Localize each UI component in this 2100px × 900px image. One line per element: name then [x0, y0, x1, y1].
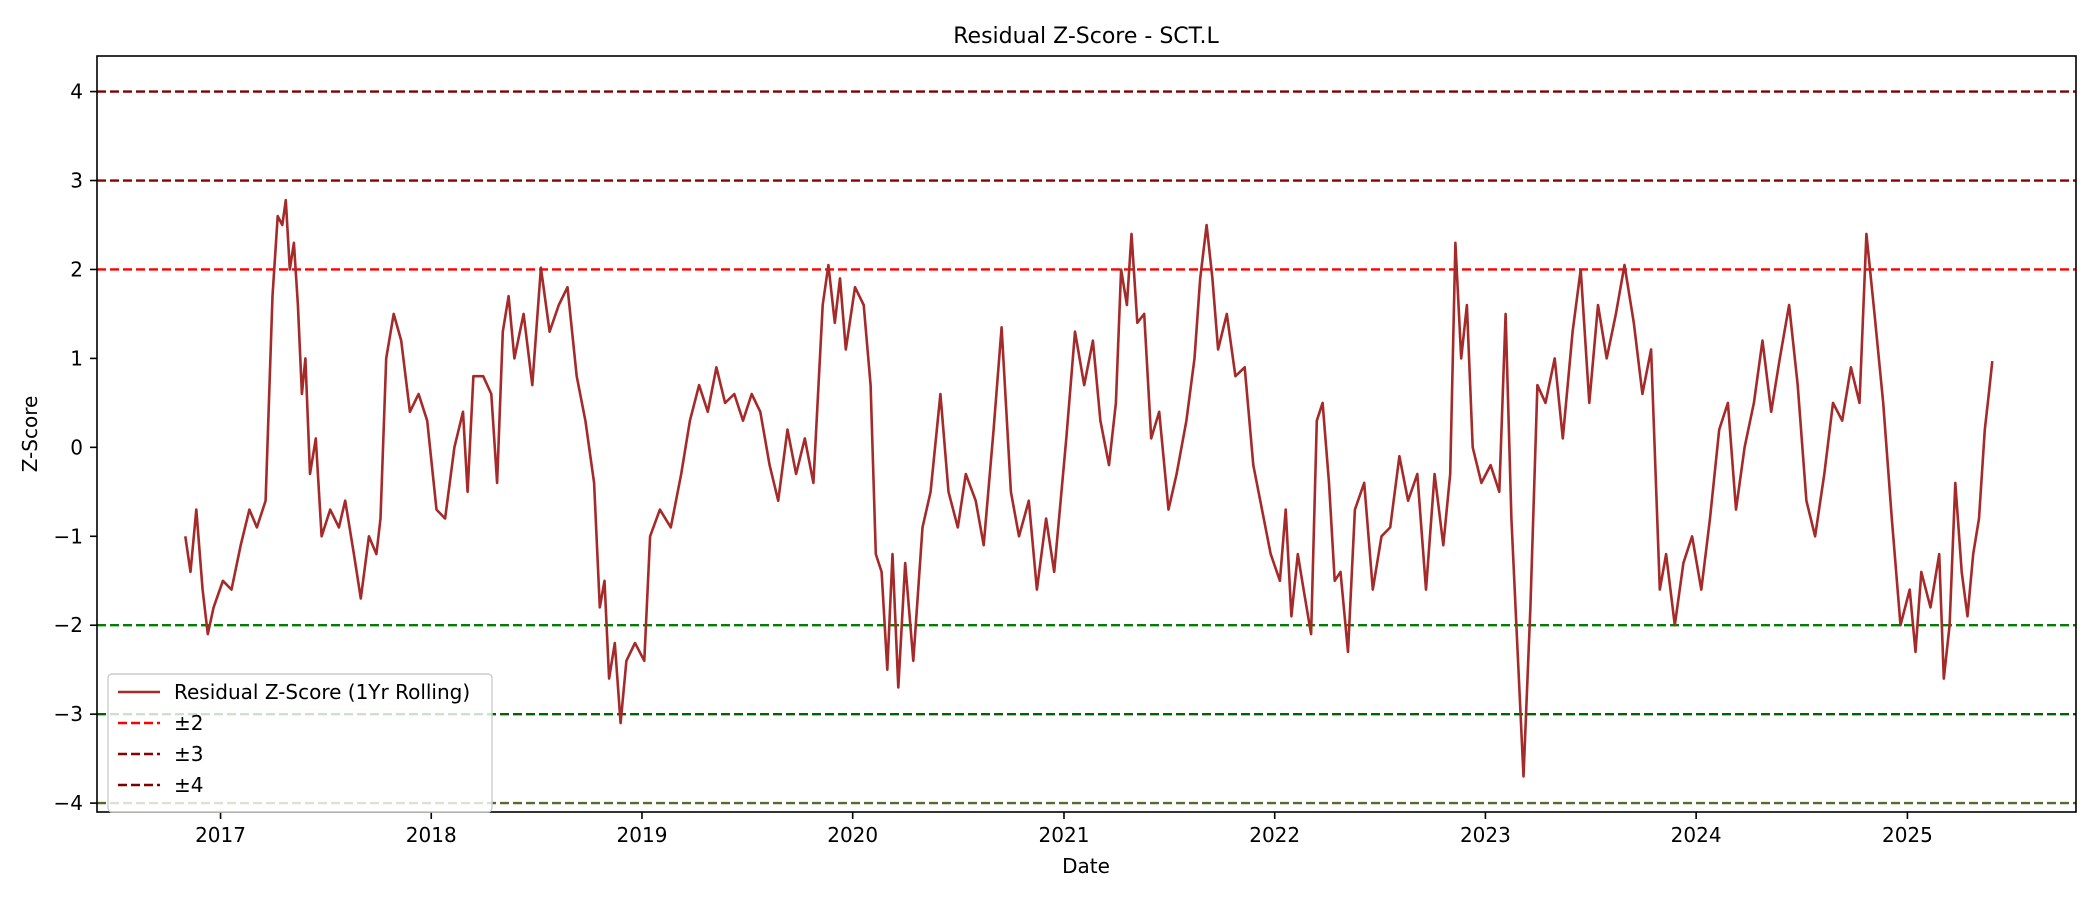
y-tick-label-7: 3	[70, 169, 83, 193]
x-tick-label-4: 2021	[1039, 823, 1090, 847]
y-tick-label-0: −4	[54, 791, 83, 815]
legend-label-1: ±2	[174, 711, 203, 735]
series-line-0	[184, 198, 1994, 778]
x-tick-label-2: 2019	[617, 823, 668, 847]
x-axis-label: Date	[1062, 854, 1110, 878]
x-tick-label-5: 2022	[1249, 823, 1300, 847]
x-tick-label-1: 2018	[406, 823, 457, 847]
chart-title: Residual Z-Score - SCT.L	[953, 24, 1219, 49]
y-tick-label-3: −1	[54, 524, 83, 548]
y-tick-label-4: 0	[70, 435, 83, 459]
legend: Residual Z-Score (1Yr Rolling) ±2 ±3 ±4	[107, 673, 493, 813]
legend-box	[107, 673, 493, 813]
x-tick-label-7: 2024	[1671, 823, 1722, 847]
x-tick-label-0: 2017	[195, 823, 246, 847]
x-tick-label-6: 2023	[1460, 823, 1511, 847]
y-tick-label-2: −2	[54, 613, 83, 637]
y-tick-label-6: 2	[70, 257, 83, 281]
legend-label-0: Residual Z-Score (1Yr Rolling)	[174, 680, 470, 704]
x-tick-label-8: 2025	[1882, 823, 1933, 847]
x-axis: 2017 2018 2019 2020 2021 2022 2023 2024 2025	[195, 812, 1933, 847]
y-tick-label-5: 1	[70, 346, 83, 370]
x-tick-label-3: 2020	[827, 823, 878, 847]
y-axis-label: Z-Score	[18, 396, 42, 473]
y-axis: −4 −3 −2 −1 0 1 2 3 4	[54, 80, 97, 815]
y-tick-label-8: 4	[70, 80, 83, 104]
y-tick-label-1: −3	[54, 702, 83, 726]
legend-label-3: ±4	[174, 773, 203, 797]
legend-label-2: ±3	[174, 742, 203, 766]
series-group	[184, 198, 1994, 778]
axes-frame	[96, 55, 2077, 813]
